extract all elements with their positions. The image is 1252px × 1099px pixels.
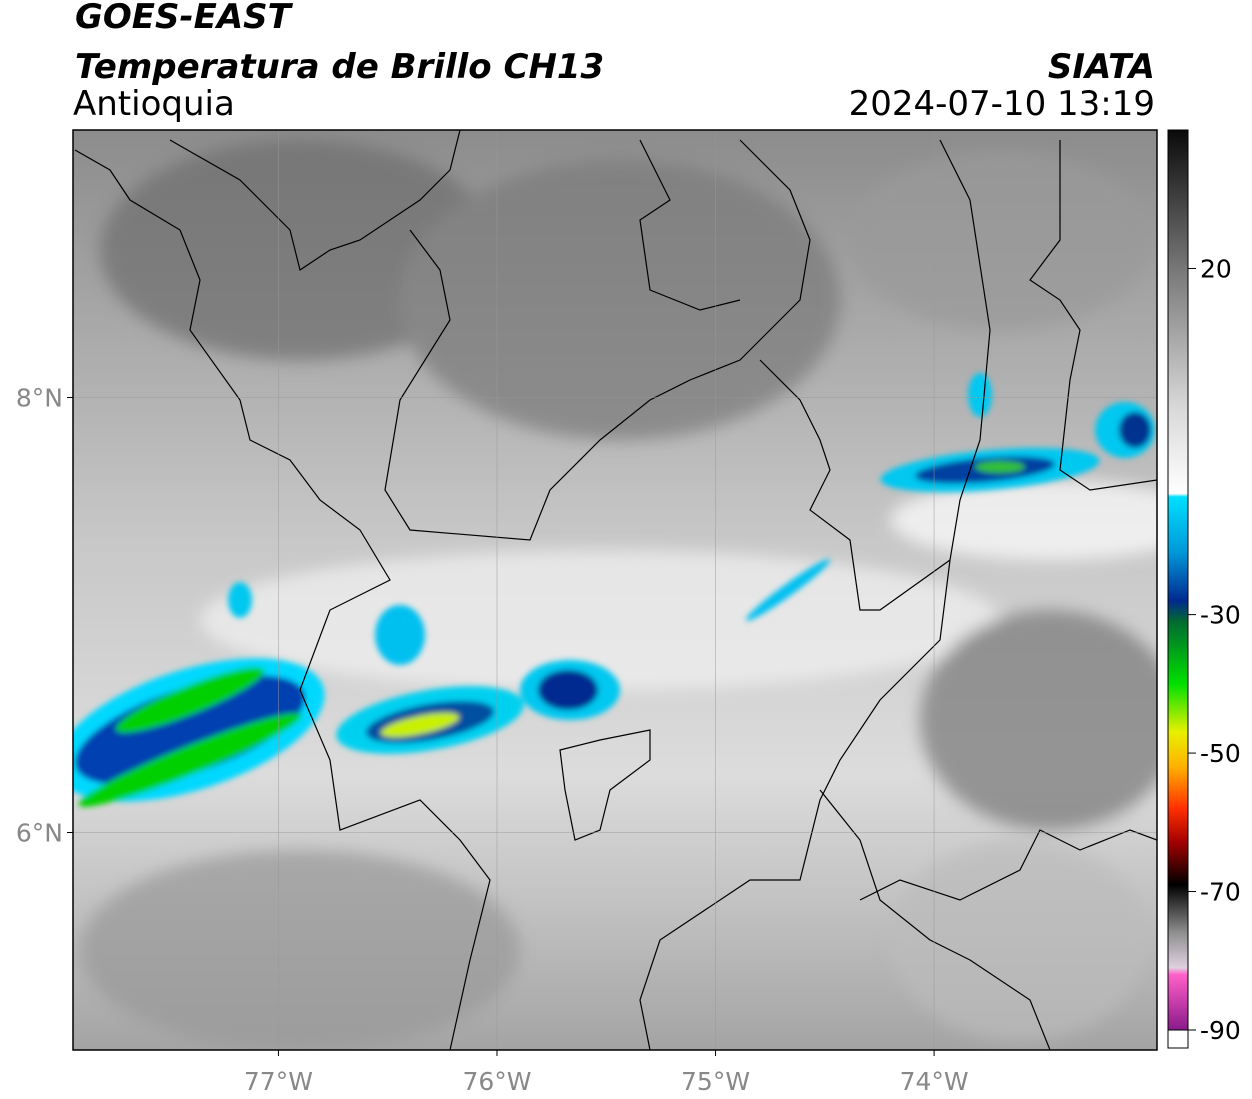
lat-tick-label: 8°N xyxy=(16,384,63,413)
lat-tick-label: 6°N xyxy=(16,819,63,848)
borders xyxy=(74,130,1157,1050)
graticule: 8°N 6°N 77°W 76°W 75°W 74°W xyxy=(16,130,1157,1096)
colorbar-tick-label: -30 xyxy=(1200,601,1241,630)
source: SIATA xyxy=(1048,47,1155,87)
colorbar-tick-label: -70 xyxy=(1200,878,1241,907)
timestamp: 2024-07-10 13:19 xyxy=(849,84,1155,124)
title: GOES-EAST xyxy=(75,0,294,37)
region: Antioquia xyxy=(73,84,235,124)
colorbar-tick-label: -50 xyxy=(1200,739,1241,768)
colorbar-under xyxy=(1167,1029,1189,1049)
satellite-image xyxy=(73,130,1157,1050)
lon-tick-label: 75°W xyxy=(681,1067,750,1096)
map-frame xyxy=(72,129,1158,1051)
lon-tick-label: 74°W xyxy=(900,1067,969,1096)
colorbar-scale xyxy=(1167,129,1189,1031)
lon-tick-label: 77°W xyxy=(244,1067,313,1096)
colorbar: 20 -30 -50 -70 -90 xyxy=(1167,129,1241,1049)
lon-tick-label: 76°W xyxy=(462,1067,531,1096)
subtitle: Temperatura de Brillo CH13 xyxy=(75,47,604,87)
colorbar-tick-label: -90 xyxy=(1200,1016,1241,1045)
colorbar-tick-label: 20 xyxy=(1200,254,1232,283)
